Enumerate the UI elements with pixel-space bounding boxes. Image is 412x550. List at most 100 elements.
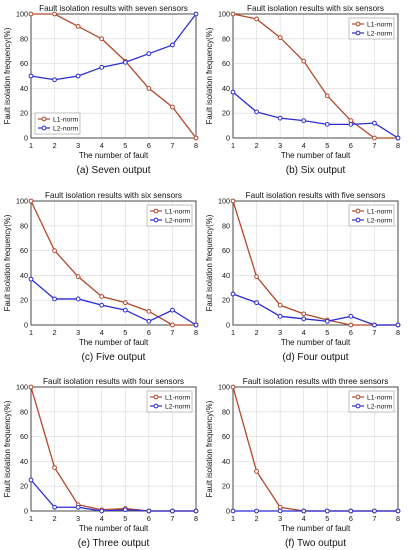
legend-label-l2: L2-norm bbox=[367, 218, 393, 225]
data-point-l2 bbox=[99, 508, 105, 514]
chart-title: Fault isolation results with six sensors bbox=[247, 4, 384, 13]
y-tick-label: 60 bbox=[20, 59, 28, 68]
legend-label-l1: L1-norm bbox=[367, 209, 393, 216]
legend-marker-l2 bbox=[41, 125, 47, 131]
series-line-l2 bbox=[30, 13, 197, 81]
data-point-l2 bbox=[146, 318, 152, 324]
x-tick-label: 5 bbox=[123, 141, 127, 150]
data-point-l2 bbox=[170, 508, 175, 514]
data-point-l2 bbox=[52, 296, 57, 302]
x-tick-label: 8 bbox=[396, 328, 400, 337]
panel-caption: (b) Six output bbox=[286, 165, 346, 176]
series-line-l1 bbox=[232, 200, 398, 326]
data-point-l2 bbox=[395, 135, 401, 141]
data-point-l1 bbox=[324, 93, 330, 99]
y-tick-label: 60 bbox=[222, 246, 230, 255]
data-point-l2 bbox=[395, 322, 401, 328]
data-point-l2 bbox=[99, 302, 105, 308]
x-axis-label: The number of fault bbox=[79, 338, 149, 347]
legend: L1-norm L2-norm bbox=[348, 17, 395, 40]
y-tick-label: 80 bbox=[222, 221, 230, 230]
y-tick-label: 80 bbox=[20, 221, 28, 230]
x-axis-label: The number of fault bbox=[281, 151, 351, 160]
data-point-l1 bbox=[254, 274, 259, 280]
data-point-l1 bbox=[254, 468, 259, 474]
y-tick-label: 80 bbox=[20, 407, 28, 416]
x-tick-label: 4 bbox=[100, 514, 104, 523]
series-line-l1 bbox=[30, 200, 196, 326]
data-point-l2 bbox=[301, 118, 307, 124]
legend-marker-l1 bbox=[153, 208, 159, 214]
x-axis-label: The number of fault bbox=[79, 151, 149, 160]
x-tick-label: 2 bbox=[53, 141, 57, 150]
data-point-l1 bbox=[146, 86, 152, 91]
data-point-l2 bbox=[146, 508, 152, 514]
data-point-l1 bbox=[28, 198, 34, 204]
x-tick-label: 7 bbox=[170, 514, 174, 523]
y-tick-label: 0 bbox=[24, 507, 28, 516]
x-tick-label: 4 bbox=[302, 141, 306, 150]
y-tick-label: 60 bbox=[20, 432, 28, 441]
legend-label-l1: L1-norm bbox=[367, 22, 393, 29]
legend-label-l1: L1-norm bbox=[165, 395, 191, 402]
series-line-l2 bbox=[30, 278, 197, 326]
chart-title: Fault isolation results with six sensors bbox=[45, 191, 182, 200]
data-point-l1 bbox=[52, 248, 57, 254]
y-tick-label: 40 bbox=[20, 271, 28, 280]
data-point-l2 bbox=[75, 504, 81, 510]
legend-label-l2: L2-norm bbox=[53, 126, 79, 133]
x-tick-label: 2 bbox=[53, 514, 57, 523]
x-tick-label: 8 bbox=[396, 514, 400, 523]
x-tick-label: 2 bbox=[255, 141, 259, 150]
data-point-l2 bbox=[52, 77, 57, 83]
data-point-l2 bbox=[254, 109, 259, 115]
x-tick-label: 5 bbox=[325, 514, 329, 523]
y-tick-label: 20 bbox=[20, 109, 28, 118]
x-tick-label: 1 bbox=[231, 514, 235, 523]
data-point-l2 bbox=[170, 42, 175, 48]
series-line-l2 bbox=[232, 293, 398, 326]
data-point-l2 bbox=[170, 307, 175, 313]
series-line-l2 bbox=[30, 479, 196, 512]
x-tick-label: 5 bbox=[123, 514, 127, 523]
y-tick-label: 20 bbox=[222, 109, 230, 118]
data-point-l1 bbox=[193, 135, 199, 141]
panel-caption: (f) Two output bbox=[285, 538, 346, 549]
x-tick-label: 5 bbox=[325, 141, 329, 150]
y-axis-label: Fault isolation frequency(%) bbox=[205, 27, 214, 124]
panel-caption: (e) Three output bbox=[78, 538, 150, 549]
x-tick-label: 3 bbox=[278, 514, 282, 523]
plot-frame bbox=[232, 200, 399, 326]
y-tick-label: 100 bbox=[218, 383, 230, 392]
plot-frame bbox=[232, 13, 399, 139]
data-point-l1 bbox=[230, 198, 236, 204]
data-point-l2 bbox=[122, 307, 128, 313]
panel-caption: (d) Four output bbox=[282, 352, 348, 363]
data-point-l2 bbox=[372, 322, 377, 328]
data-point-l1 bbox=[230, 11, 236, 17]
data-point-l2 bbox=[230, 508, 236, 514]
x-tick-label: 7 bbox=[372, 328, 376, 337]
legend-label-l1: L1-norm bbox=[367, 395, 393, 402]
data-point-l1 bbox=[277, 35, 283, 40]
x-tick-label: 2 bbox=[53, 328, 57, 337]
x-tick-label: 7 bbox=[170, 141, 174, 150]
data-point-l2 bbox=[193, 508, 199, 514]
data-point-l2 bbox=[99, 64, 105, 70]
data-point-l1 bbox=[99, 36, 105, 42]
chart-panel-3: Fault isolation results with six sensors… bbox=[3, 191, 199, 363]
data-point-l2 bbox=[395, 508, 401, 514]
legend: L1-norm L2-norm bbox=[348, 204, 395, 227]
data-point-l1 bbox=[254, 16, 259, 22]
panel-caption: (c) Five output bbox=[82, 352, 146, 363]
data-point-l2 bbox=[301, 316, 307, 322]
legend-marker-l2 bbox=[355, 30, 361, 36]
legend-marker-l1 bbox=[41, 116, 47, 122]
x-tick-label: 6 bbox=[147, 328, 151, 337]
y-tick-label: 40 bbox=[20, 84, 28, 93]
data-point-l2 bbox=[230, 89, 236, 95]
y-tick-label: 100 bbox=[16, 197, 28, 206]
data-point-l2 bbox=[277, 508, 283, 514]
x-tick-label: 4 bbox=[100, 141, 104, 150]
legend-marker-l1 bbox=[153, 394, 159, 400]
